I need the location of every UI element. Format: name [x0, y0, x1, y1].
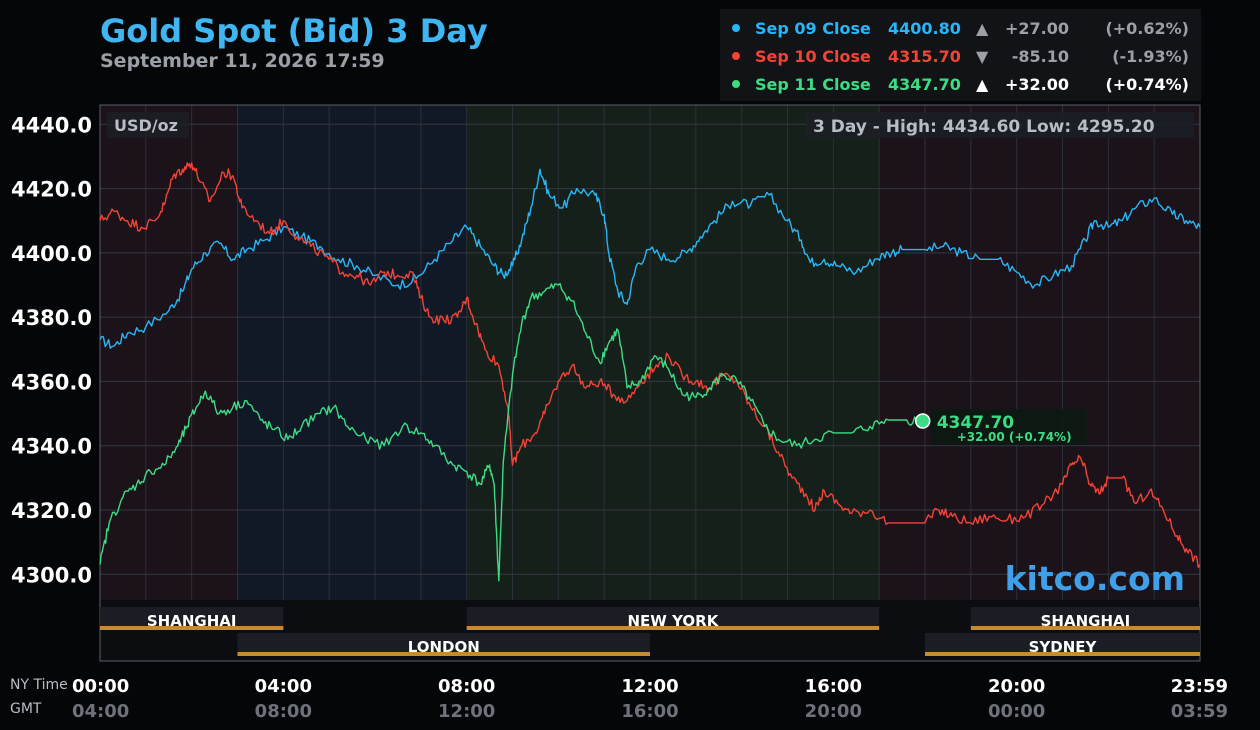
- x-axis-ticks: 00:00 04:00 04:00 08:00 08:00 12:00 12:00 16:00…: [72, 676, 1228, 722]
- current-price-marker: 4347.70 +32.00 (+0.74%): [914, 408, 1087, 445]
- y-tick-label: 4360.0: [11, 370, 92, 394]
- y-tick-label: 4440.0: [11, 113, 92, 137]
- ny-time-label: NY Time: [10, 677, 68, 693]
- legend-arrow: ▼: [976, 47, 989, 66]
- range-box: 3 Day - High: 4434.60 Low: 4295.20: [813, 117, 1155, 137]
- series-line: [99, 162, 1201, 569]
- session-bar: [925, 652, 1200, 656]
- x-tick-gmt: 03:59: [1171, 701, 1228, 722]
- range-box-bg: [806, 112, 1194, 138]
- background-band: [100, 105, 238, 600]
- legend-arrow: ▲: [976, 19, 989, 38]
- x-tick-gmt: 08:00: [255, 701, 312, 722]
- background-band: [879, 105, 1200, 600]
- legend: Sep 09 Close 4400.80 ▲ +27.00 (+0.62%) Sep 10…: [732, 19, 1189, 94]
- legend-percent: (-1.93%): [1112, 47, 1189, 66]
- y-tick-label: 4300.0: [11, 563, 92, 587]
- session-bar: [100, 626, 284, 630]
- grid-lines: [100, 105, 1200, 600]
- session-label: LONDON: [408, 638, 480, 656]
- current-price-dot: [914, 413, 931, 429]
- timestamp: September 11, 2026 17:59: [100, 50, 385, 72]
- x-tick-ny: 00:00: [72, 676, 129, 697]
- x-tick-gmt: 12:00: [438, 701, 495, 722]
- x-tick-ny: 20:00: [988, 676, 1045, 697]
- x-tick-gmt: 16:00: [621, 701, 678, 722]
- x-tick-gmt: 00:00: [988, 701, 1045, 722]
- x-tick-ny: 23:59: [1171, 676, 1228, 697]
- session-block: [970, 607, 1200, 629]
- y-tick-label: 4420.0: [11, 178, 92, 202]
- series-line: [99, 283, 924, 582]
- series-lines: [99, 162, 1201, 582]
- session-label: SHANGHAI: [1041, 612, 1131, 630]
- x-tick-gmt: 20:00: [805, 701, 862, 722]
- current-change-label: +32.00 (+0.74%): [957, 430, 1072, 444]
- y-tick-label: 4340.0: [11, 435, 92, 459]
- legend-price: 4347.70: [888, 75, 961, 94]
- x-tick-ny: 12:00: [621, 676, 678, 697]
- legend-percent: (+0.74%): [1105, 75, 1189, 94]
- plot-border: [99, 104, 1201, 662]
- trading-sessions: SHANGHAI NEW YORK SHANGHAI LONDON SYDNEY: [100, 607, 1200, 656]
- background-band: [237, 105, 467, 600]
- x-tick-ny: 04:00: [255, 676, 312, 697]
- session-bar: [237, 652, 650, 656]
- y-axis-ticks: 4300.0 4320.0 4340.0 4360.0 4380.0 4400.0 4420…: [11, 113, 92, 587]
- legend-swatch: [732, 24, 740, 32]
- legend-label: Sep 10 Close: [755, 47, 871, 66]
- session-block: [466, 607, 880, 629]
- legend-arrow: ▲: [976, 75, 989, 94]
- session-block: [237, 633, 650, 655]
- legend-change: +27.00: [1005, 19, 1069, 38]
- x-tick-ny: 08:00: [438, 676, 495, 697]
- legend-change: -85.10: [1012, 47, 1069, 66]
- y-tick-label: 4400.0: [11, 242, 92, 266]
- gmt-label: GMT: [10, 701, 42, 717]
- legend-swatch: [732, 52, 740, 60]
- x-tick-ny: 16:00: [805, 676, 862, 697]
- legend-label: Sep 11 Close: [755, 75, 871, 94]
- legend-price: 4400.80: [888, 19, 961, 38]
- y-tick-label: 4380.0: [11, 306, 92, 330]
- page-title: Gold Spot (Bid) 3 Day: [100, 12, 488, 50]
- legend-swatch: [732, 80, 740, 88]
- session-bar: [466, 626, 880, 630]
- legend-price: 4315.70: [888, 47, 961, 66]
- legend-label: Sep 09 Close: [755, 19, 871, 38]
- unit-label: USD/oz: [114, 116, 178, 135]
- series-line: [99, 168, 1201, 349]
- unit-label-bg: [107, 112, 189, 138]
- background-band: [466, 105, 880, 600]
- current-price-bg: [930, 408, 1087, 445]
- y-tick-label: 4320.0: [11, 499, 92, 523]
- session-block: [925, 633, 1200, 655]
- current-price-label: 4347.70: [937, 413, 1015, 433]
- legend-box: [720, 9, 1201, 101]
- legend-percent: (+0.62%): [1105, 19, 1189, 38]
- session-bar: [970, 626, 1200, 630]
- legend-change: +32.00: [1005, 75, 1069, 94]
- x-tick-gmt: 04:00: [72, 701, 129, 722]
- session-block: [100, 607, 284, 629]
- session-label: SHANGHAI: [147, 612, 237, 630]
- kitco-watermark: kitco.com: [1005, 559, 1185, 598]
- session-label: SYDNEY: [1029, 638, 1098, 656]
- session-label: NEW YORK: [628, 612, 720, 630]
